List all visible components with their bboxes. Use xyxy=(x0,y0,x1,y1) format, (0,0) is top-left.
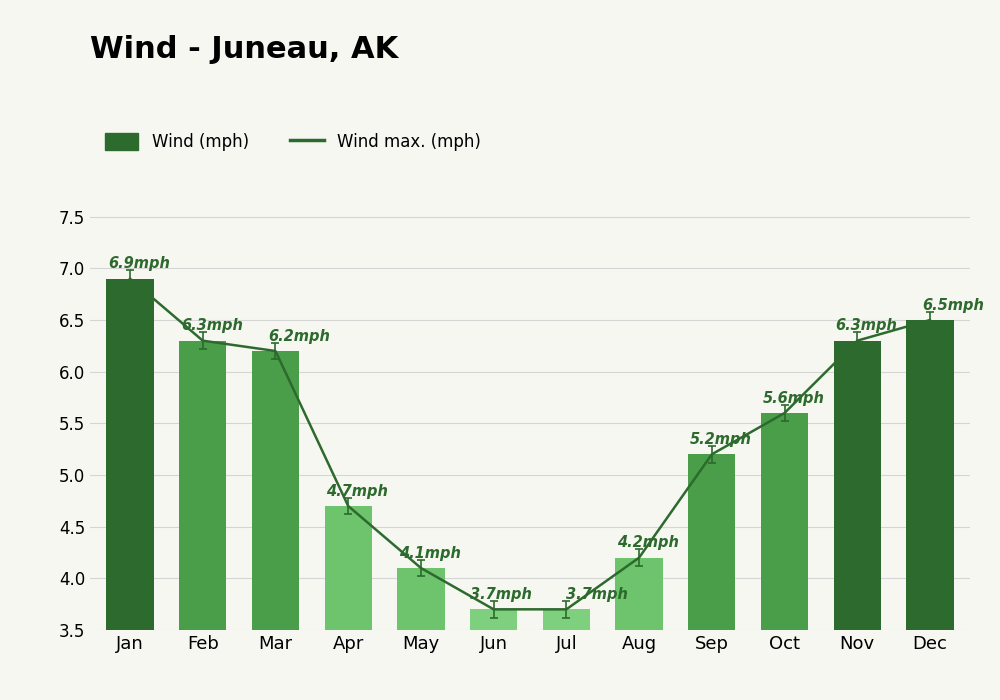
Bar xyxy=(543,609,590,630)
Bar xyxy=(325,506,372,630)
Text: Wind - Juneau, AK: Wind - Juneau, AK xyxy=(90,35,398,64)
Bar xyxy=(688,454,735,630)
Bar xyxy=(106,279,154,630)
Bar xyxy=(252,351,299,630)
Text: 6.9mph: 6.9mph xyxy=(108,256,170,272)
Bar xyxy=(615,558,663,630)
Text: 6.2mph: 6.2mph xyxy=(268,329,330,344)
Bar xyxy=(834,341,881,630)
Text: 5.6mph: 5.6mph xyxy=(763,391,825,406)
Bar xyxy=(761,413,808,630)
Bar xyxy=(179,341,226,630)
Text: 6.3mph: 6.3mph xyxy=(835,318,897,333)
Bar xyxy=(397,568,445,630)
Text: 4.1mph: 4.1mph xyxy=(399,546,461,561)
Text: 4.7mph: 4.7mph xyxy=(326,484,388,499)
Text: 4.2mph: 4.2mph xyxy=(617,536,679,550)
Bar xyxy=(906,320,954,630)
Text: 3.7mph: 3.7mph xyxy=(470,587,532,602)
Text: 6.3mph: 6.3mph xyxy=(181,318,243,333)
Legend: Wind (mph), Wind max. (mph): Wind (mph), Wind max. (mph) xyxy=(98,126,488,158)
Text: 5.2mph: 5.2mph xyxy=(690,432,752,447)
Text: 6.5mph: 6.5mph xyxy=(923,298,985,313)
Text: 3.7mph: 3.7mph xyxy=(566,587,628,602)
Bar xyxy=(470,609,517,630)
